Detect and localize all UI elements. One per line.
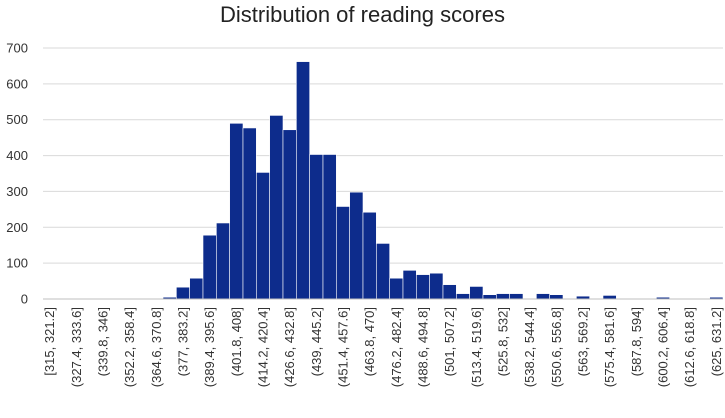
y-tick-label: 600 (6, 76, 28, 91)
x-tick-label: (439, 445.2] (309, 307, 324, 376)
bar (442, 284, 457, 300)
bar (309, 154, 324, 300)
bar (402, 270, 417, 300)
bar (256, 172, 270, 300)
bar (602, 295, 617, 300)
bar (456, 293, 470, 300)
bar (549, 294, 564, 300)
x-tick-label: (352.2, 358.4] (122, 307, 137, 387)
bar (496, 293, 510, 300)
x-tick-label: (426.6, 432.8] (282, 307, 297, 387)
gridlines (43, 47, 723, 264)
x-tick-label: (377, 383.2] (176, 307, 191, 376)
bar (389, 277, 404, 300)
bar (482, 294, 497, 300)
chart-title: Distribution of reading scores (220, 2, 505, 27)
bar (376, 243, 390, 300)
x-tick-label: (476.2, 482.4] (389, 307, 404, 387)
x-tick-label: (513.4, 519.6] (469, 307, 484, 387)
x-tick-label: (327.4, 333.6] (69, 307, 84, 387)
bar (216, 222, 230, 300)
x-tick-label: (501, 507.2] (442, 307, 457, 376)
bar (416, 274, 430, 300)
y-tick-label: 300 (6, 184, 28, 199)
bar (509, 293, 524, 300)
x-tick-labels: [315, 321.2] (327.4, 333.6] (339.8, 346] (3… (42, 307, 724, 387)
bar (269, 115, 284, 300)
x-tick-label: (414.2, 420.4] (256, 307, 271, 387)
x-tick-label: (389.4, 395.6] (202, 307, 217, 387)
bar (176, 286, 190, 300)
x-tick-label: (488.6, 494.8] (416, 307, 431, 387)
x-tick-label: (451.4, 457.6] (336, 307, 351, 387)
bar (322, 154, 337, 300)
x-tick-label: (401.8, 408] (229, 307, 244, 376)
y-tick-label: 100 (6, 256, 28, 271)
bar (202, 234, 217, 300)
x-tick-label: (575.4, 581.6] (602, 307, 617, 387)
bar (349, 191, 364, 300)
x-tick-label: (550.6, 556.8] (549, 307, 564, 387)
x-tick-label: (563, 569.2] (576, 307, 591, 376)
x-tick-label: (538.2, 544.4] (522, 307, 537, 387)
bars (162, 61, 724, 300)
bar (282, 129, 297, 300)
x-tick-label: [315, 321.2] (42, 307, 57, 376)
y-tick-label: 500 (6, 112, 28, 127)
y-tick-label: 400 (6, 148, 28, 163)
bar (536, 293, 550, 300)
y-tick-label: 200 (6, 220, 28, 235)
bar (336, 206, 350, 300)
y-tick-labels: 0 100 200 300 400 500 600 700 (6, 41, 28, 307)
x-tick-label: (339.8, 346] (96, 307, 111, 376)
x-tick-label: (525.8, 532] (496, 307, 511, 376)
bar (189, 277, 204, 300)
x-tick-label: (625, 631.2] (709, 307, 724, 376)
bar (362, 211, 377, 300)
x-tick-label: (600.2, 606.4] (656, 307, 671, 387)
bar (242, 127, 257, 300)
x-tick-label: (587.8, 594] (629, 307, 644, 376)
bar (229, 123, 244, 300)
x-tick-label: (612.6, 618.8] (682, 307, 697, 387)
bar (469, 286, 484, 300)
y-tick-label: 0 (21, 292, 28, 307)
x-tick-label: (463.8, 470] (362, 307, 377, 376)
bar (429, 272, 444, 300)
x-tick-label: (364.6, 370.8] (149, 307, 164, 387)
y-tick-label: 700 (6, 41, 28, 56)
bar (296, 61, 310, 300)
